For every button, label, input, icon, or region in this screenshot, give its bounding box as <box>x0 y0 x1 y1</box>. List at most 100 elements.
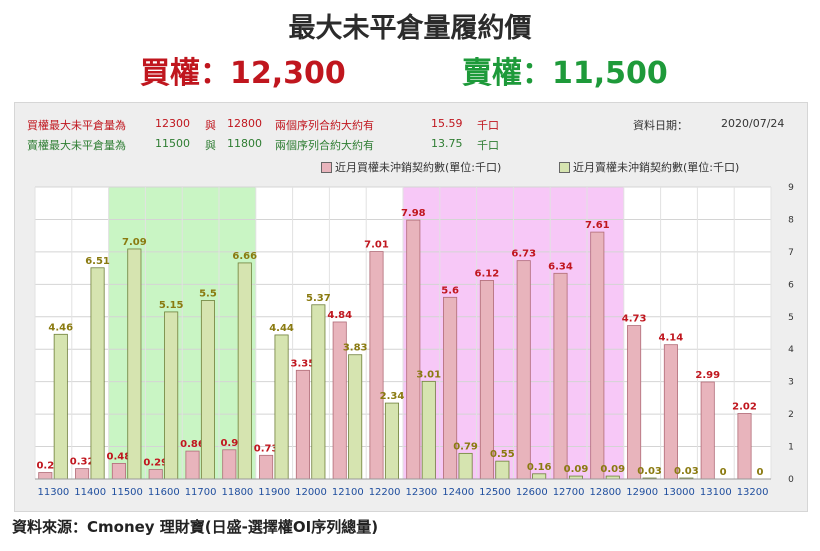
put-value-label: 0 <box>720 467 727 478</box>
put-info-strike-a: 11500 <box>155 137 190 150</box>
put-info-strike-b: 11800 <box>227 137 262 150</box>
call-value-label: 0.86 <box>180 439 205 450</box>
call-info-and: 與 <box>205 119 216 132</box>
y-tick-label: 7 <box>788 248 794 258</box>
put-value-label: 0 <box>756 467 763 478</box>
x-tick-label: 12500 <box>479 487 511 498</box>
put-value-label: 0.16 <box>527 462 552 473</box>
call-info-label: 買權最大未平倉量為 <box>27 119 126 132</box>
call-info-text: 兩個序列合約大約有 <box>275 119 374 132</box>
put-value-label: 0.03 <box>637 466 662 477</box>
put-bar <box>311 304 326 480</box>
put-value-label: 0.03 <box>674 466 699 477</box>
x-tick-label: 11800 <box>221 487 253 498</box>
y-tick-label: 4 <box>788 345 794 355</box>
call-value-label: 7.01 <box>364 240 389 251</box>
put-info-unit: 千口 <box>477 139 499 152</box>
put-value-label: 2.34 <box>380 391 405 402</box>
call-bar <box>38 472 53 480</box>
call-info-strike-b: 12800 <box>227 117 262 130</box>
x-tick-label: 13000 <box>663 487 695 498</box>
call-value-label: 7.98 <box>401 208 426 219</box>
call-bar <box>75 468 90 480</box>
y-tick-label: 0 <box>788 475 794 485</box>
put-bar <box>458 452 473 480</box>
x-tick-label: 11400 <box>74 487 106 498</box>
call-bar <box>553 272 568 480</box>
call-bar <box>148 469 163 480</box>
put-value-label: 0.55 <box>490 449 515 460</box>
call-value-label: 0.2 <box>36 461 54 472</box>
call-info-strike-a: 12300 <box>155 117 190 130</box>
y-tick-label: 6 <box>788 280 794 290</box>
call-bar <box>663 344 678 480</box>
call-info-value: 15.59 <box>431 117 463 130</box>
call-value-label: 0.29 <box>143 458 168 469</box>
call-bar <box>737 413 752 480</box>
call-value-label: 0.32 <box>70 457 95 468</box>
x-tick-label: 12000 <box>295 487 327 498</box>
put-value-label: 3.83 <box>343 343 368 354</box>
put-value-label: 0.79 <box>453 441 478 452</box>
chart-panel: 買權最大未平倉量為 12300 與 12800 兩個序列合約大約有 15.59 … <box>14 102 808 512</box>
x-tick-label: 12900 <box>626 487 658 498</box>
call-bar <box>185 450 200 480</box>
y-tick-label: 1 <box>788 443 794 453</box>
put-bar <box>90 267 105 480</box>
call-value-label: 4.84 <box>327 310 352 321</box>
call-value-label: 0.9 <box>220 438 238 449</box>
put-value-label: 6.66 <box>232 251 257 262</box>
put-bar <box>164 311 179 480</box>
y-tick-label: 9 <box>788 183 794 193</box>
x-tick-label: 12100 <box>332 487 364 498</box>
call-value-label: 6.73 <box>511 249 536 260</box>
call-value-label: 2.99 <box>695 370 720 381</box>
call-bar <box>369 251 384 480</box>
x-tick-label: 12400 <box>442 487 474 498</box>
call-bar <box>516 260 531 480</box>
put-bar <box>127 248 142 480</box>
data-date-value: 2020/07/24 <box>721 117 785 130</box>
x-tick-label: 11600 <box>148 487 180 498</box>
put-bar <box>384 402 399 480</box>
call-bar <box>700 381 715 480</box>
x-tick-label: 12700 <box>553 487 585 498</box>
x-tick-label: 12600 <box>516 487 548 498</box>
call-value-label: 0.48 <box>107 451 132 462</box>
put-bar <box>237 262 252 480</box>
put-bar <box>532 473 547 480</box>
page-title: 最大未平倉量履約價 <box>288 13 532 44</box>
call-info-unit: 千口 <box>477 119 499 132</box>
x-tick-label: 12800 <box>589 487 621 498</box>
call-value-label: 7.61 <box>585 220 610 231</box>
put-value-label: 5.37 <box>306 293 331 304</box>
put-bar <box>53 333 68 480</box>
y-tick-label: 2 <box>788 410 794 420</box>
put-info-and: 與 <box>205 139 216 152</box>
call-bar <box>590 231 605 480</box>
put-value-label: 5.5 <box>199 289 217 300</box>
call-bar <box>111 463 126 480</box>
call-bar <box>295 369 310 480</box>
put-value-label: 0.09 <box>600 464 625 475</box>
put-value-label: 6.51 <box>85 256 110 267</box>
put-info-label: 賣權最大未平倉量為 <box>27 139 126 152</box>
put-bar <box>274 334 289 480</box>
call-value-label: 6.34 <box>548 261 573 272</box>
put-bar <box>200 300 215 480</box>
call-bar <box>259 454 274 480</box>
put-value-label: 0.09 <box>564 464 589 475</box>
x-tick-label: 11500 <box>111 487 143 498</box>
call-bar <box>406 219 421 480</box>
put-bar <box>421 380 436 480</box>
oi-bar-chart: 0 1 2 3 4 5 6 7 8 9 0.2 4.46 11300 0.32 6.51 11400 0.48 7… <box>34 183 794 498</box>
put-bar <box>348 354 363 480</box>
x-tick-label: 13200 <box>737 487 769 498</box>
put-value-label: 3.01 <box>416 369 441 380</box>
call-value-label: 2.02 <box>732 401 757 412</box>
put-info-text: 兩個序列合約大約有 <box>275 139 374 152</box>
legend-put-label: 近月賣權未沖銷契約數(單位:千口) <box>573 161 740 174</box>
put-value-label: 5.15 <box>159 300 184 311</box>
put-max-oi-strike: 賣權：11,500 <box>462 56 668 91</box>
call-value-label: 5.6 <box>441 285 459 296</box>
